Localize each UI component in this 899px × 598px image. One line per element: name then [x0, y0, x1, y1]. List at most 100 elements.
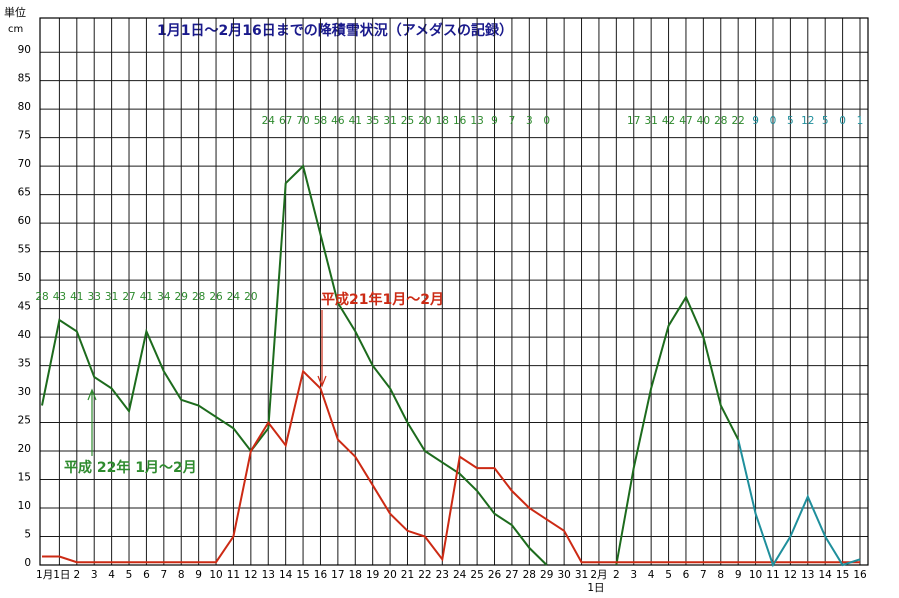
value-label: 70	[296, 115, 309, 127]
x-tick-label: 18	[349, 569, 362, 581]
grid	[39, 17, 869, 566]
x-tick-label: 23	[436, 569, 449, 581]
x-tick-label: 1月1日	[36, 569, 70, 581]
value-label: 17	[627, 115, 640, 127]
x-tick-label: 24	[453, 569, 467, 581]
value-label: 41	[70, 291, 83, 303]
y-tick-label: 75	[18, 130, 31, 142]
value-label: 46	[331, 115, 345, 127]
value-label: 33	[88, 291, 101, 303]
annotation: 平成21年1月～2月	[321, 291, 444, 308]
x-tick-label: 28	[523, 569, 536, 581]
x-tick-label: 4	[648, 569, 655, 581]
x-tick-label: 14	[279, 569, 293, 581]
y-axis-unit: cm	[8, 24, 23, 35]
value-label: 28	[714, 115, 727, 127]
value-label: 0	[770, 115, 777, 127]
y-tick-label: 35	[18, 358, 31, 370]
series-line	[737, 439, 861, 568]
value-label: 31	[383, 115, 396, 127]
value-label: 9	[752, 115, 759, 127]
value-label: 31	[105, 291, 118, 303]
x-tick-label: 10	[209, 569, 222, 581]
x-tick-label: 21	[401, 569, 414, 581]
x-tick-label: 11	[766, 569, 779, 581]
y-tick-label: 55	[18, 244, 31, 256]
series-line	[41, 164, 548, 566]
y-tick-label: 15	[18, 472, 31, 484]
x-tick-label: 31	[575, 569, 588, 581]
value-label: 47	[679, 115, 692, 127]
x-tick-label: 15	[836, 569, 849, 581]
value-label: 0	[839, 115, 846, 127]
chart-title: 1月1日～2月16日までの降積雪状況（アメダスの記録）	[157, 22, 513, 39]
labels: 1月1日 2 3 4 5 6 7 8 9 10 11 12 13 14 15 16 17 18 19 20 21 22 23…	[18, 44, 867, 594]
y-tick-label: 40	[18, 329, 31, 341]
x-tick-label: 25	[470, 569, 483, 581]
value-label: 35	[366, 115, 379, 127]
value-label: 26	[209, 291, 223, 303]
value-label: 20	[418, 115, 431, 127]
value-label: 28	[192, 291, 205, 303]
y-tick-label: 10	[18, 500, 31, 512]
x-tick-label: 7	[160, 569, 167, 581]
y-tick-label: 30	[18, 386, 31, 398]
value-label: 16	[453, 115, 467, 127]
y-tick-label: 80	[18, 101, 31, 113]
x-tick-label: 9	[735, 569, 742, 581]
x-tick-label: 8	[178, 569, 185, 581]
x-tick-label: 13	[801, 569, 814, 581]
series-line	[615, 295, 740, 566]
x-tick-label: 29	[540, 569, 553, 581]
x-tick-label: 16	[314, 569, 328, 581]
value-label: 67	[279, 115, 292, 127]
x-tick-label: 20	[383, 569, 396, 581]
value-label: 41	[140, 291, 153, 303]
x-tick-label: 9	[195, 569, 202, 581]
value-label: 42	[662, 115, 675, 127]
x-tick-label: 26	[488, 569, 502, 581]
value-label: 5	[822, 115, 829, 127]
value-label: 29	[175, 291, 188, 303]
lines	[41, 164, 861, 568]
value-label: 40	[697, 115, 710, 127]
value-label: 7	[509, 115, 516, 127]
x-tick-label: 7	[700, 569, 707, 581]
x-tick-label: 3	[91, 569, 98, 581]
annotation: 平成 22年 1月～2月	[64, 459, 197, 476]
x-tick-label: 11	[227, 569, 240, 581]
y-tick-label: 25	[18, 415, 31, 427]
y-tick-label: 50	[18, 272, 31, 284]
value-label: 31	[644, 115, 657, 127]
x-tick-label: 30	[557, 569, 570, 581]
plot-frame	[39, 17, 869, 566]
x-tick-label: 19	[366, 569, 379, 581]
value-label: 20	[244, 291, 257, 303]
value-label: 12	[801, 115, 814, 127]
value-label: 5	[787, 115, 794, 127]
x-tick-label: 6	[683, 569, 690, 581]
x-tick-label: 2	[73, 569, 80, 581]
value-label: 24	[227, 291, 241, 303]
x-sublabel: 1日	[587, 582, 604, 594]
y-tick-label: 90	[18, 44, 31, 56]
x-tick-label: 3	[630, 569, 637, 581]
value-label: 13	[470, 115, 483, 127]
value-label: 27	[122, 291, 135, 303]
y-tick-label: 85	[18, 73, 31, 85]
y-tick-label: 70	[18, 158, 31, 170]
x-tick-label: 6	[143, 569, 150, 581]
x-tick-label: 27	[505, 569, 518, 581]
value-label: 28	[35, 291, 48, 303]
arrow-head	[317, 375, 327, 388]
value-label: 25	[401, 115, 414, 127]
x-tick-label: 8	[717, 569, 724, 581]
x-tick-label: 15	[296, 569, 309, 581]
y-tick-label: 65	[18, 187, 31, 199]
y-tick-label: 20	[18, 443, 31, 455]
x-tick-label: 2月	[590, 569, 607, 581]
y-tick-label: 45	[18, 301, 31, 313]
value-label: 22	[731, 115, 744, 127]
value-label: 9	[491, 115, 498, 127]
